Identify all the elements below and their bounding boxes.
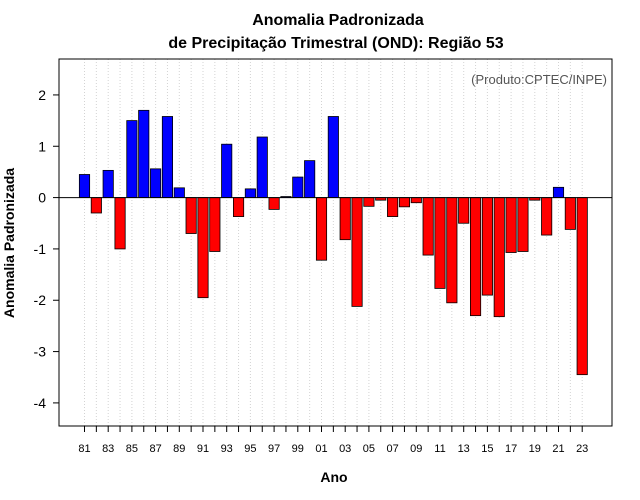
bar-88 (161, 116, 174, 198)
bar-21 (552, 186, 565, 198)
x-tick-label: 21 (552, 443, 564, 455)
x-tick-label: 97 (268, 443, 280, 455)
bar-22 (564, 197, 576, 230)
bar-14 (469, 197, 482, 317)
bar-87 (150, 168, 162, 198)
x-axis-title: Ano (320, 469, 347, 485)
bars-group (78, 109, 588, 376)
bar-95 (244, 188, 256, 198)
bar-08 (398, 197, 410, 208)
y-axis: -4 -3 -2 -1 0 1 2 (34, 87, 59, 411)
x-tick-label: 81 (78, 443, 90, 455)
x-tick-label: 13 (458, 443, 470, 455)
x-tick-label: 07 (386, 443, 398, 455)
bar-86 (138, 109, 150, 198)
x-tick-label: 03 (339, 443, 351, 455)
bar-96 (256, 136, 268, 198)
plot-frame (58, 58, 613, 427)
x-tick-label: 05 (363, 443, 375, 455)
x-tick-label: 91 (197, 443, 209, 455)
bar-07 (387, 197, 399, 217)
x-tick-label: 89 (173, 443, 185, 455)
bar-82 (90, 197, 102, 214)
chart-title-line1: Anomalia Padronizada (252, 12, 424, 29)
bar-15 (481, 197, 493, 296)
x-tick-label: 15 (481, 443, 493, 455)
x-tick-label: 93 (221, 443, 233, 455)
y-tick-label: 0 (38, 190, 46, 206)
bar-12 (446, 197, 458, 304)
bar-97 (268, 197, 280, 210)
bar-02 (327, 116, 339, 198)
y-tick-label: -3 (34, 344, 47, 360)
bar-01 (315, 197, 328, 261)
bar-92 (209, 197, 221, 252)
x-tick-label: 17 (505, 443, 517, 455)
bar-85 (126, 120, 138, 198)
y-tick-label: -1 (34, 241, 47, 257)
bar-17 (505, 197, 517, 253)
credit-label: (Produto:CPTEC/INPE) (471, 72, 607, 87)
x-tick-label: 87 (149, 443, 161, 455)
y-axis-title: Anomalia Padronizada (1, 168, 17, 318)
y-tick-label: 2 (38, 87, 46, 103)
bar-23 (576, 197, 588, 376)
x-tick-label: 11 (434, 443, 445, 455)
x-tick-label: 83 (102, 443, 114, 455)
y-tick-label: 1 (38, 138, 46, 154)
bar-18 (517, 197, 529, 252)
bar-04 (351, 197, 363, 307)
bar-94 (232, 197, 245, 217)
bar-91 (197, 197, 209, 299)
x-tick-label: 85 (126, 443, 138, 455)
x-tick-label: 23 (576, 443, 588, 455)
bar-89 (173, 187, 185, 198)
bar-83 (102, 169, 114, 198)
bar-05 (363, 197, 375, 207)
bar-81 (78, 174, 91, 198)
x-tick-label: 09 (410, 443, 422, 455)
x-tick-label: 19 (529, 443, 541, 455)
bar-99 (292, 176, 304, 198)
y-tick-label: -2 (34, 292, 47, 308)
bar-93 (221, 143, 233, 198)
x-tick-label: 95 (244, 443, 256, 455)
bar-13 (458, 197, 470, 224)
x-axis: 81 83 85 87 89 91 93 95 97 99 01 03 05 07 09 11 13 15 17 19… (78, 426, 588, 455)
bar-11 (434, 197, 446, 289)
bar-20 (541, 197, 553, 236)
y-tick-label: -4 (34, 395, 47, 411)
x-tick-label: 01 (315, 443, 327, 455)
x-tick-label: 99 (292, 443, 304, 455)
bar-90 (185, 197, 197, 234)
bar-00 (304, 160, 316, 198)
bar-16 (493, 197, 505, 318)
bar-10 (422, 197, 434, 256)
bar-09 (410, 197, 422, 204)
bar-84 (114, 197, 126, 250)
chart-title-line2: de Precipitação Trimestral (OND): Região… (168, 35, 503, 52)
bar-03 (339, 197, 351, 241)
